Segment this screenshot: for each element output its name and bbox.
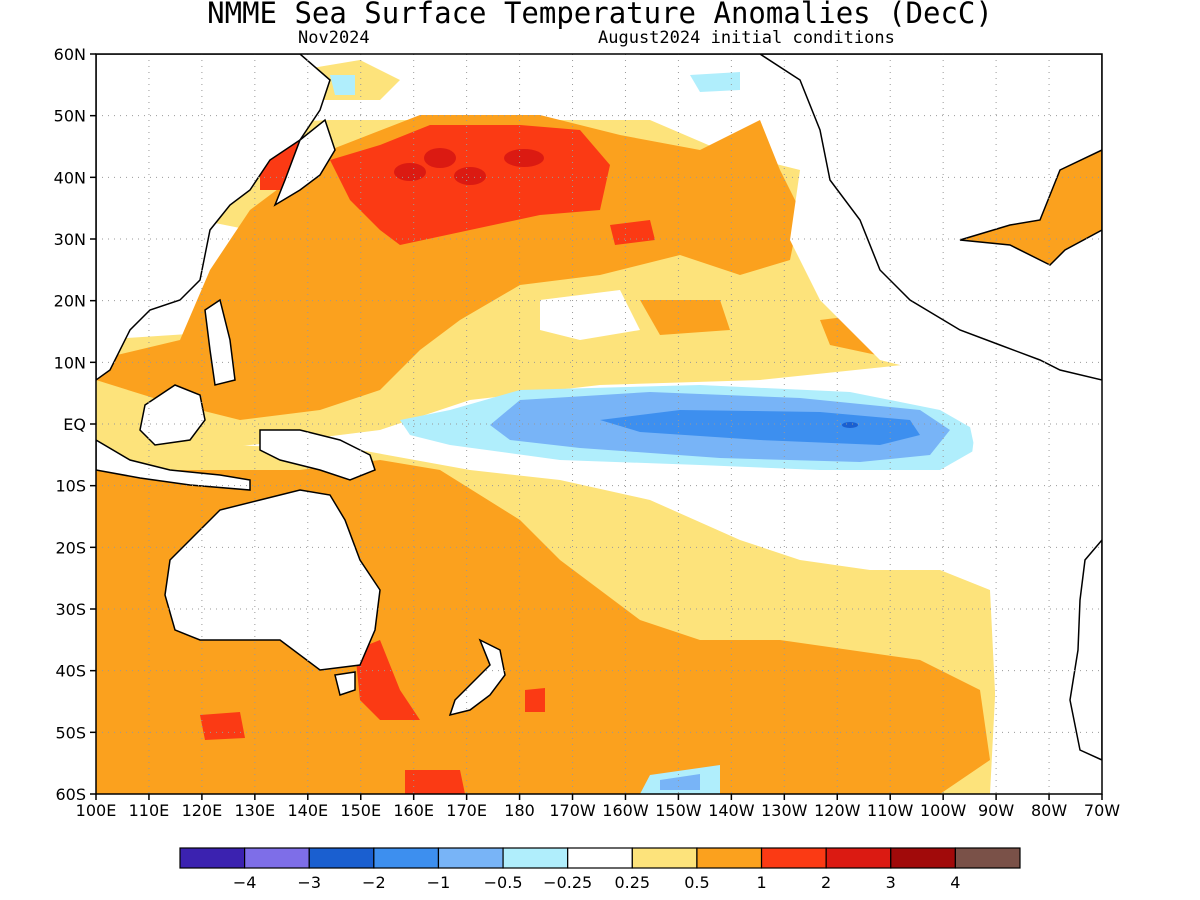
lon-label: 170E	[446, 801, 487, 820]
lat-label: 20N	[54, 292, 86, 311]
lat-label: 10N	[54, 353, 86, 372]
lon-label: 130E	[235, 801, 276, 820]
lon-label: 120E	[182, 801, 223, 820]
colorbar-label: 0.25	[614, 873, 650, 892]
lat-label: 40N	[54, 168, 86, 187]
new-zealand	[448, 638, 506, 717]
colorbar-swatch	[567, 847, 633, 869]
lon-label: 140E	[287, 801, 328, 820]
lon-label: 100E	[76, 801, 117, 820]
colorbar-label: 4	[950, 873, 960, 892]
lon-label: 130W	[761, 801, 808, 820]
anomaly-near-zero	[540, 170, 1102, 794]
lon-label: 170W	[549, 801, 596, 820]
colorbar-swatch	[825, 847, 892, 869]
australia	[164, 489, 381, 671]
lon-label: 150W	[655, 801, 702, 820]
colorbar-swatch	[502, 847, 569, 869]
lat-label: 20S	[55, 538, 86, 557]
lon-label: 140W	[708, 801, 755, 820]
borneo	[139, 384, 206, 446]
lon-label: 100W	[920, 801, 967, 820]
colorbar-label: −0.25	[543, 873, 592, 892]
land-masses	[96, 54, 1102, 761]
colorbar-label: −3	[297, 873, 321, 892]
colorbar-swatch	[308, 847, 375, 869]
map-title: NMME Sea Surface Temperature Anomalies (…	[207, 0, 993, 30]
lat-label: 60N	[54, 45, 86, 64]
forecast-month: Nov2024	[298, 28, 370, 48]
tasmania	[334, 671, 356, 696]
lat-label: EQ	[63, 415, 86, 434]
colorbar-swatch	[179, 847, 246, 869]
colorbar-swatch	[760, 847, 827, 869]
colorbar-swatch	[954, 847, 1021, 869]
new-guinea	[259, 429, 376, 481]
lon-label: 180	[504, 801, 535, 820]
colorbar-swatch	[244, 847, 310, 869]
colorbar-label: −1	[427, 873, 451, 892]
colorbar: −4 −3 −2 −1 −0.5 −0.25 0.25 0.5 1 2 3 4	[179, 847, 1021, 892]
asia-coast	[96, 54, 331, 381]
colorbar-label: 1	[756, 873, 766, 892]
japan	[273, 118, 336, 207]
lat-label: 10S	[55, 477, 86, 496]
colorbar-swatch	[437, 847, 504, 869]
colorbar-swatch	[631, 847, 698, 869]
lat-label: 30N	[54, 230, 86, 249]
colorbar-swatch	[890, 847, 956, 869]
colorbar-swatch	[373, 847, 440, 869]
colorbar-label: −2	[362, 873, 386, 892]
colorbar-label: 2	[821, 873, 831, 892]
lat-label: 50N	[54, 107, 86, 126]
longitude-axis: 100E 110E 120E 130E 140E 150E 160E 170E 180 170W 1…	[76, 794, 1120, 820]
lat-label: 30S	[55, 600, 86, 619]
latitude-axis: 60N 50N 40N 30N 20N 10N EQ 10S 20S 30S 40S 50S 60S	[54, 45, 96, 804]
anomaly-2-3	[394, 148, 544, 185]
lon-label: 70W	[1084, 801, 1120, 820]
lon-label: 120W	[814, 801, 861, 820]
colorbar-label: 3	[886, 873, 896, 892]
lon-label: 160W	[602, 801, 649, 820]
lon-label: 80W	[1031, 801, 1067, 820]
florida-gulf	[959, 149, 1102, 266]
initial-conditions: August2024 initial conditions	[598, 28, 895, 48]
colorbar-swatch	[696, 847, 763, 869]
lat-label: 40S	[55, 662, 86, 681]
lon-label: 110W	[867, 801, 914, 820]
south-america	[1069, 538, 1102, 761]
colorbar-label: 0.5	[684, 873, 709, 892]
colorbar-label: −0.5	[484, 873, 523, 892]
north-america	[640, 54, 1102, 381]
colorbar-label: −4	[233, 873, 257, 892]
philippines	[204, 298, 236, 386]
lat-label: 50S	[55, 723, 86, 742]
anomaly-field	[96, 54, 1102, 794]
lon-label: 150E	[340, 801, 381, 820]
lon-label: 160E	[393, 801, 434, 820]
lon-label: 110E	[129, 801, 170, 820]
sumatra-java	[96, 439, 251, 491]
lon-label: 90W	[978, 801, 1014, 820]
lat-label: 60S	[55, 785, 86, 804]
